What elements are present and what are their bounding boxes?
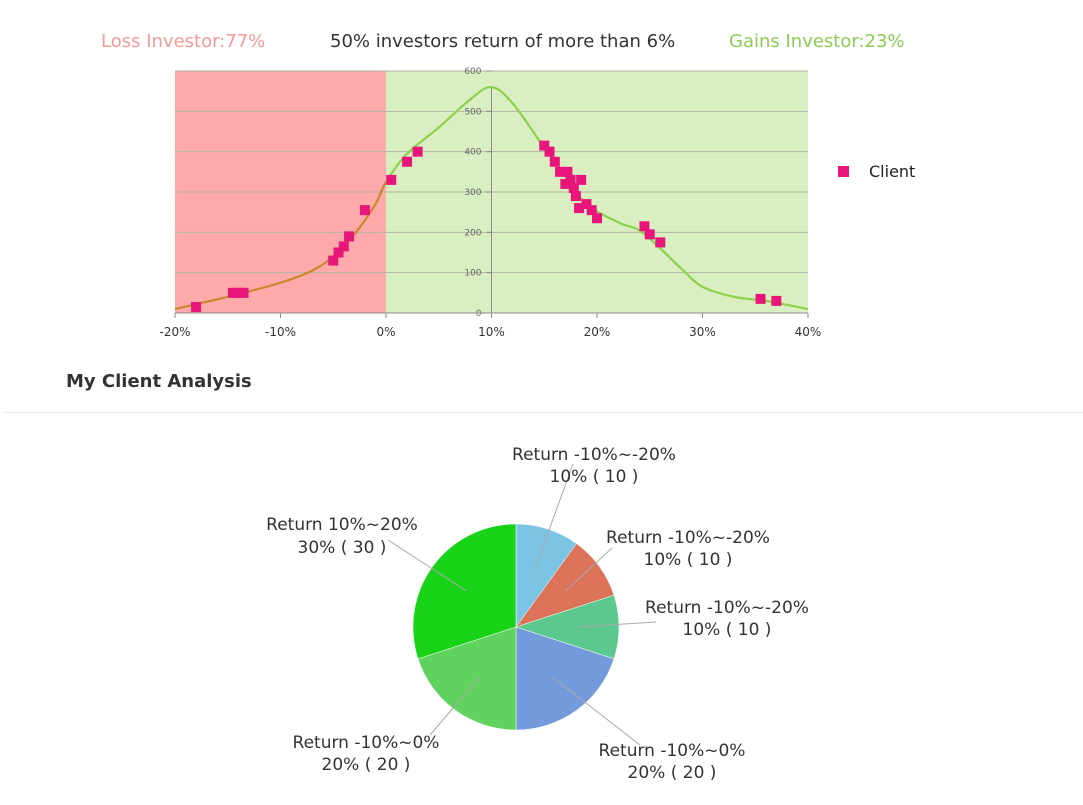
legend-client-marker [838,166,849,177]
pie-slice [515,626,615,731]
x-tick-label: 30% [689,325,716,339]
x-tick-label: -10% [265,325,296,339]
y-tick-label: 500 [464,107,481,117]
x-tick-label: -20% [159,325,190,339]
client-marker [228,287,239,298]
investor-return-summary: 50% investors return of more than 6% [330,31,676,52]
pie-slice-name: Return -10%~-20% [512,445,676,465]
x-tick-label: 0% [376,325,395,339]
client-marker [562,166,573,177]
x-tick-label: 10% [478,325,505,339]
pie-slice-value: 20% ( 20 ) [322,755,411,775]
y-tick-label: 0 [476,309,482,319]
client-marker [333,247,344,258]
y-tick-label: 400 [464,148,481,158]
client-marker [581,199,592,210]
client-marker [568,182,579,193]
client-marker [592,213,602,224]
client-marker [639,221,650,232]
client-marker [544,146,555,157]
pie-slice-value: 10% ( 10 ) [550,467,639,487]
pie-leader-line [534,463,574,569]
pie-slice [412,523,517,660]
gains-investor-label: Gains Investor:23% [729,31,905,52]
client-marker [344,231,355,242]
pie-slice [417,626,517,731]
pie-leader-line [552,676,641,746]
client-marker [576,174,587,185]
client-marker [238,287,249,298]
client-marker [233,287,244,298]
pie-slice-name: Return -10%~-20% [606,528,770,548]
pie-slice-name: Return -10%~0% [293,733,440,753]
client-marker [574,203,585,214]
client-marker [755,293,766,304]
client-marker [402,156,413,167]
client-marker [328,255,339,266]
client-marker [771,295,782,306]
pie-slice-name: Return 10%~20% [266,515,418,535]
client-marker [386,174,397,185]
loss-investor-label: Loss Investor:77% [101,31,266,52]
client-marker [565,174,576,185]
client-marker [549,156,560,167]
y-tick-label: 600 [464,67,481,77]
client-marker [655,237,666,248]
client-marker [412,146,423,157]
y-tick-label: 100 [464,269,481,279]
pie-leader-line [577,621,657,628]
client-marker [586,205,597,216]
pie-leader-line [565,547,613,592]
section-divider [5,412,1083,413]
pie-slice-value: 10% ( 10 ) [683,620,772,640]
legend-client-label: Client [869,162,915,181]
client-marker [359,205,370,216]
client-marker [644,229,655,240]
client-marker [191,301,202,312]
x-tick-label: 20% [584,325,611,339]
client-marker [539,140,550,151]
pie-slice-value: 10% ( 10 ) [644,550,733,570]
pie-slice-name: Return -10%~-20% [645,598,809,618]
client-marker [570,191,581,202]
pie-slice-value: 20% ( 20 ) [628,763,717,783]
pie-slice-value: 30% ( 30 ) [298,538,387,558]
x-tick-label: 40% [795,325,822,339]
pie-slice-name: Return -10%~0% [599,741,746,761]
y-tick-label: 300 [464,188,481,198]
section-title: My Client Analysis [66,371,252,392]
client-marker [560,178,571,189]
client-marker [338,241,349,252]
return-distribution-chart: 0 100 200 300 400 500 600 -20% -10% 0% 10% 20% 30% 40… [159,67,915,339]
y-tick-label: 200 [464,228,481,238]
pie-leader-line [387,539,467,592]
client-marker [555,166,566,177]
pie-leader-line [429,676,481,736]
